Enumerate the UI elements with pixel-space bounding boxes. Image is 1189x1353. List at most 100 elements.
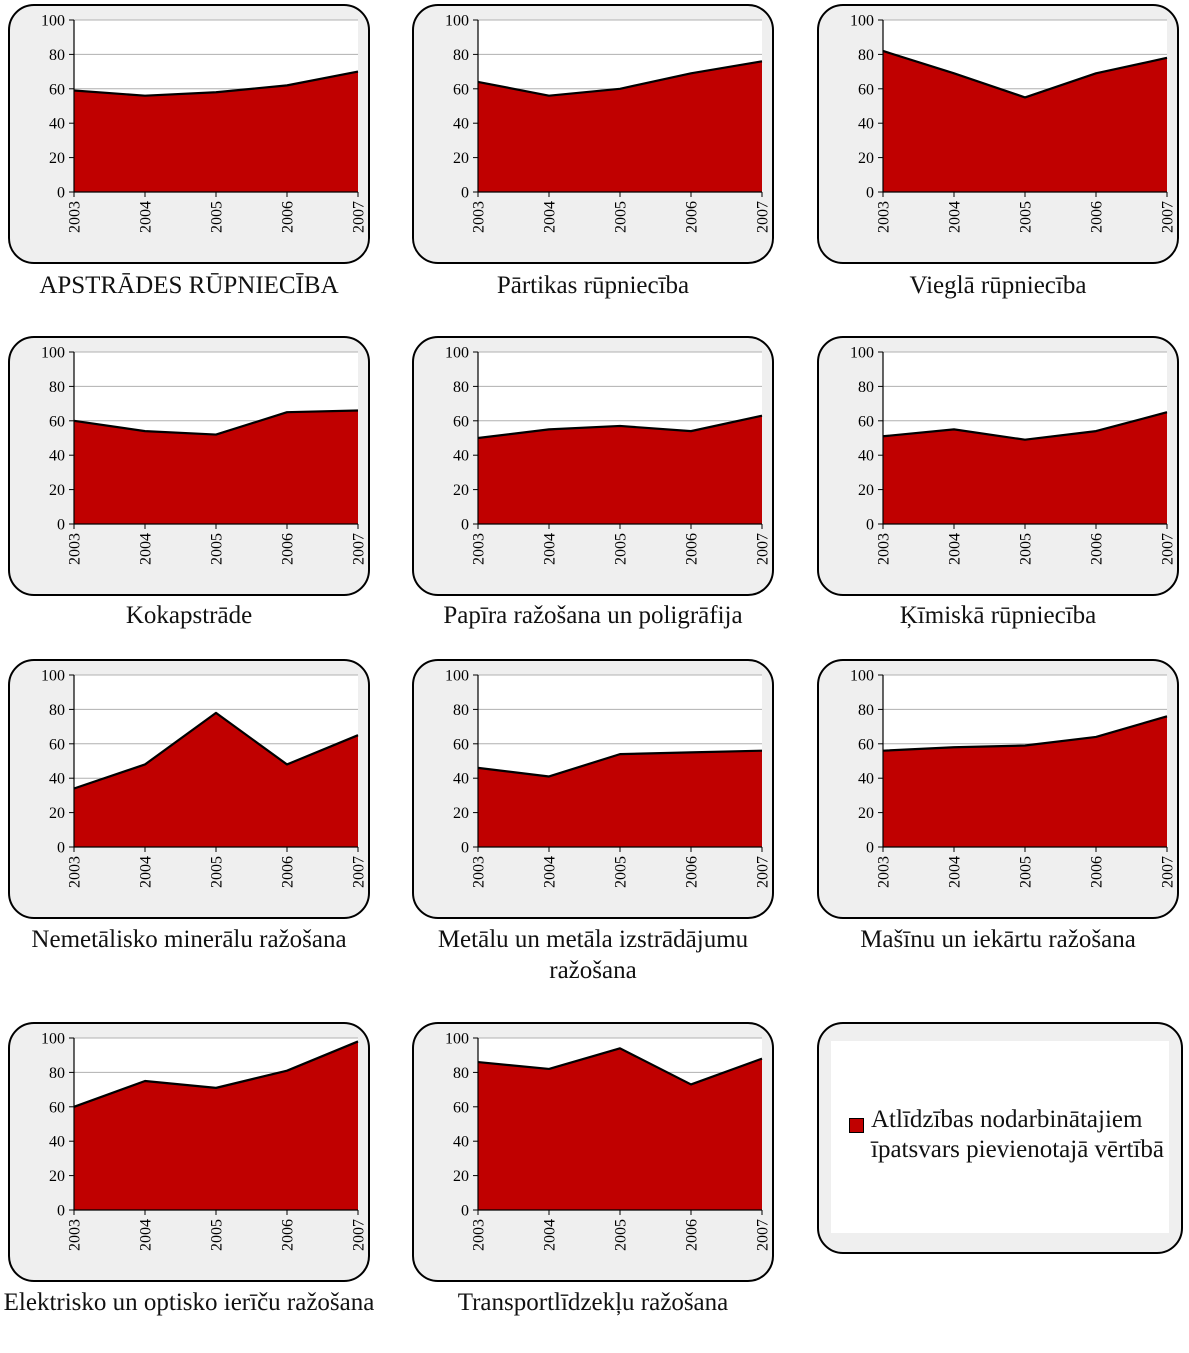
x-tick-label: 2005 [613,201,630,233]
x-tick-label: 2003 [67,1219,84,1251]
x-tick-label: 2004 [138,533,155,565]
y-tick-label: 0 [57,185,65,202]
area-fill [883,50,1167,193]
y-tick-label: 100 [41,668,65,685]
x-tick-label: 2005 [209,1219,226,1251]
y-tick-label: 40 [49,1134,65,1151]
y-tick-label: 100 [850,345,874,362]
chart-title: Mašīnu un iekārtu ražošana [860,926,1136,953]
y-tick-label: 0 [57,1203,65,1220]
chart-title: Ķīmiskā rūpniecība [899,602,1097,629]
x-tick-label: 2004 [947,201,964,233]
chart-svg: 0 20 40 60 80 100 2003 2004 2005 2006 2007 [41,13,368,234]
y-tick-label: 0 [866,840,874,857]
x-tick-label: 2006 [684,533,701,565]
x-tick-label: 2006 [684,856,701,888]
y-tick-label: 40 [49,116,65,133]
chart-svg: 0 20 40 60 80 100 2003 2004 2005 2006 2007 [41,1031,368,1252]
y-tick-label: 100 [41,13,65,30]
chart-title: APSTRĀDES RŪPNIECĪBA [39,272,339,299]
x-tick-label: 2006 [684,201,701,233]
x-tick-label: 2003 [67,201,84,233]
y-tick-label: 80 [49,1065,65,1082]
legend: Atlīdzības nodarbinātajiem īpatsvars pie… [817,1022,1183,1254]
x-tick-label: 2003 [876,201,893,233]
chart-svg: 0 20 40 60 80 100 2003 2004 2005 2006 2007 [41,345,368,566]
area-fill [74,410,358,524]
y-tick-label: 0 [461,517,469,534]
y-tick-label: 100 [41,345,65,362]
y-tick-label: 100 [41,1031,65,1048]
y-tick-label: 60 [858,736,874,753]
x-tick-label: 2007 [351,201,368,233]
area-fill [478,61,762,192]
x-tick-label: 2005 [1018,856,1035,888]
y-tick-label: 20 [453,1168,469,1185]
area-fill [74,712,358,847]
x-tick-label: 2004 [542,1219,559,1251]
chart-title: Elektrisko un optisko ierīču ražošana [3,1289,375,1316]
x-tick-label: 2003 [67,533,84,565]
y-tick-label: 100 [445,668,469,685]
x-tick-label: 2006 [1089,201,1106,233]
legend-label: Atlīdzības nodarbinātajiem īpatsvars pie… [871,1106,1164,1163]
y-tick-label: 80 [49,702,65,719]
x-tick-label: 2005 [1018,201,1035,233]
chart-title: Vieglā rūpniecība [909,272,1087,299]
chart-svg: 0 20 40 60 80 100 2003 2004 2005 2006 2007 [445,1031,772,1252]
x-tick-label: 2005 [613,856,630,888]
x-tick-label: 2006 [280,201,297,233]
y-tick-label: 40 [858,771,874,788]
y-tick-label: 40 [858,448,874,465]
y-tick-label: 40 [49,448,65,465]
y-tick-label: 0 [57,840,65,857]
x-tick-label: 2006 [1089,533,1106,565]
y-tick-label: 80 [453,379,469,396]
chart-panel-9: 0 20 40 60 80 100 2003 2004 2005 2006 2007 [817,659,1179,919]
x-tick-label: 2004 [947,533,964,565]
chart-svg: 0 20 40 60 80 100 2003 2004 2005 2006 2007 [445,345,772,566]
chart-panel-6: 0 20 40 60 80 100 2003 2004 2005 2006 2007 [817,336,1179,596]
y-tick-label: 20 [49,482,65,499]
area-fill [74,71,358,192]
chart-svg: 0 20 40 60 80 100 2003 2004 2005 2006 2007 [41,668,368,889]
chart-title: Metālu un metāla izstrādājumu ražošana [437,926,749,984]
x-tick-label: 2003 [876,533,893,565]
y-tick-label: 0 [461,840,469,857]
y-tick-label: 60 [453,1099,469,1116]
y-tick-label: 100 [445,1031,469,1048]
chart-title: Nemetālisko minerālu ražošana [31,926,347,953]
y-tick-label: 40 [49,771,65,788]
y-tick-label: 100 [850,668,874,685]
chart-svg: 0 20 40 60 80 100 2003 2004 2005 2006 2007 [445,13,772,234]
x-tick-label: 2007 [1160,533,1177,565]
y-tick-label: 60 [49,736,65,753]
y-tick-label: 40 [453,448,469,465]
x-tick-label: 2007 [1160,856,1177,888]
x-tick-label: 2007 [755,1219,772,1251]
y-tick-label: 20 [858,805,874,822]
y-tick-label: 60 [49,413,65,430]
x-tick-label: 2006 [280,856,297,888]
x-tick-label: 2003 [471,533,488,565]
area-fill [74,1041,358,1210]
y-tick-label: 80 [453,702,469,719]
chart-panel-11: 0 20 40 60 80 100 2003 2004 2005 2006 2007 [412,1022,774,1282]
chart-title: Pārtikas rūpniecība [496,272,690,299]
x-tick-label: 2004 [138,1219,155,1251]
y-tick-label: 100 [445,13,469,30]
chart-panel-3: 0 20 40 60 80 100 2003 2004 2005 2006 2007 [817,4,1179,264]
y-tick-label: 60 [49,81,65,98]
y-tick-label: 80 [49,379,65,396]
x-tick-label: 2005 [613,533,630,565]
x-tick-label: 2007 [351,1219,368,1251]
chart-panel-7: 0 20 40 60 80 100 2003 2004 2005 2006 2007 [8,659,370,919]
y-tick-label: 20 [49,805,65,822]
y-tick-label: 20 [453,805,469,822]
x-tick-label: 2005 [209,856,226,888]
x-tick-label: 2006 [1089,856,1106,888]
y-tick-label: 60 [858,81,874,98]
x-tick-label: 2003 [67,856,84,888]
chart-panel-4: 0 20 40 60 80 100 2003 2004 2005 2006 2007 [8,336,370,596]
x-tick-label: 2004 [542,533,559,565]
